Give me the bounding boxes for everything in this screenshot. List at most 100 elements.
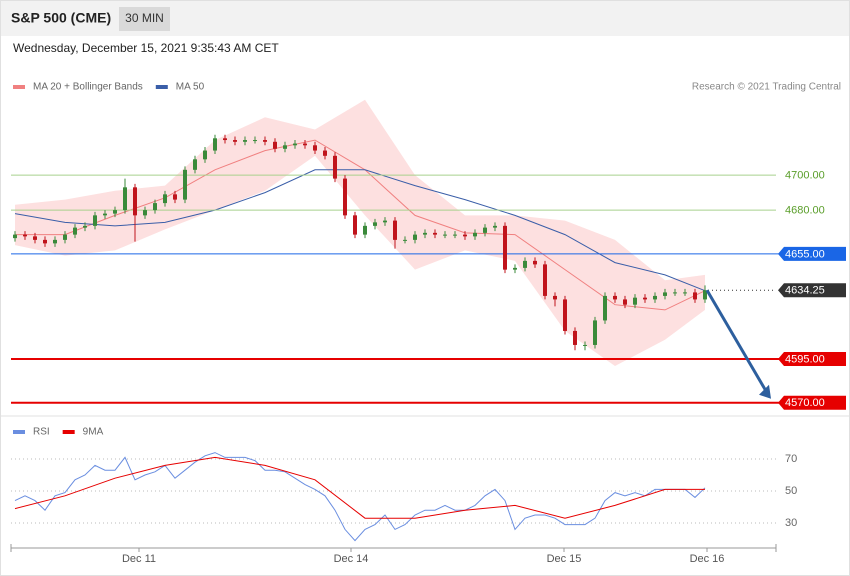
interval[interactable]: 30 MIN: [125, 11, 164, 25]
candle-body: [373, 222, 377, 226]
candle-body: [183, 169, 187, 200]
indicator-line: [14, 456, 705, 519]
candle-body: [73, 227, 77, 235]
x-tick-label: Dec 11: [122, 553, 156, 565]
candle-body: [443, 234, 447, 236]
ma-line: [14, 169, 706, 292]
candle-body: [563, 299, 567, 331]
legend-swatch: [13, 430, 25, 434]
candle-body: [383, 220, 387, 223]
candle-body: [273, 141, 277, 149]
candle-body: [153, 203, 157, 211]
candle-body: [543, 264, 547, 296]
level-label: 4700.00: [785, 169, 825, 181]
candle-body: [33, 236, 37, 240]
candle-body: [313, 145, 317, 151]
candle-body: [573, 330, 577, 345]
legend-label: MA 50: [176, 82, 205, 93]
candle-body: [263, 140, 267, 142]
candle-body: [633, 297, 637, 305]
candle-body: [23, 234, 27, 237]
bollinger-band: [15, 99, 705, 367]
candle-body: [393, 220, 397, 240]
candle-body: [103, 213, 107, 216]
legend-swatch: [62, 430, 75, 434]
candle-body: [423, 232, 427, 235]
y-tick-label: 30: [785, 517, 797, 529]
candle-body: [453, 234, 457, 236]
candle-body: [13, 234, 17, 239]
candle-body: [473, 232, 477, 237]
candle-body: [213, 138, 217, 151]
timestamp: Wednesday, December 15, 2021 9:35:43 AM …: [13, 41, 279, 55]
candle-body: [613, 295, 617, 300]
candle-body: [463, 234, 467, 237]
indicator-line: [14, 452, 706, 542]
candle-body: [343, 178, 347, 216]
candle-body: [93, 215, 97, 226]
candle-body: [583, 344, 587, 346]
level-label: 4680.00: [785, 205, 825, 217]
candle-body: [233, 140, 237, 142]
candle-body: [83, 225, 87, 228]
candle-body: [303, 143, 307, 146]
candle-body: [663, 292, 667, 296]
candle-body: [363, 225, 367, 235]
candle-body: [163, 194, 167, 204]
interval-tag[interactable]: [119, 7, 170, 31]
candle-body: [483, 227, 487, 233]
level-label: 4655.00: [785, 248, 825, 260]
level-label-box: [778, 246, 846, 261]
candle-body: [193, 159, 197, 170]
credit: Research © 2021 Trading Central: [692, 82, 841, 93]
candle-body: [593, 320, 597, 345]
forecast-arrowhead: [759, 384, 771, 399]
x-tick-label: Dec 14: [334, 553, 369, 565]
candle-body: [293, 143, 297, 146]
candle-body: [523, 260, 527, 268]
candle-body: [493, 225, 497, 228]
candle-body: [173, 194, 177, 200]
level-label-box: [778, 351, 846, 366]
x-tick-label: Dec 15: [547, 553, 582, 565]
level-label: 4595.00: [785, 353, 825, 365]
candle-body: [223, 138, 227, 141]
candle-body: [253, 140, 257, 142]
candle-body: [673, 292, 677, 294]
candle-body: [703, 290, 707, 300]
y-tick-label: 70: [785, 453, 797, 465]
x-tick-label: Dec 16: [690, 553, 725, 565]
title: S&P 500 (CME): [11, 10, 111, 26]
candle-body: [123, 187, 127, 211]
candle-body: [353, 215, 357, 235]
legend-swatch: [155, 85, 168, 89]
candle-body: [333, 155, 337, 179]
candle-body: [63, 234, 67, 240]
candle-body: [133, 187, 137, 216]
candle-body: [503, 225, 507, 270]
candle-body: [553, 295, 557, 300]
candle-body: [693, 292, 697, 300]
candle-body: [243, 140, 247, 142]
candle-body: [533, 260, 537, 265]
candle-body: [433, 232, 437, 235]
candle-body: [403, 239, 407, 241]
legend-swatch: [13, 85, 25, 89]
candle-body: [203, 150, 207, 160]
candle-body: [643, 297, 647, 300]
candle-body: [683, 292, 687, 294]
last-price-label: 4634.25: [785, 285, 825, 297]
candle-body: [283, 145, 287, 149]
candle-body: [323, 150, 327, 156]
level-label-box: [778, 395, 846, 410]
candle-body: [43, 239, 47, 244]
candle-body: [653, 295, 657, 300]
candle-body: [113, 210, 117, 214]
candle-body: [513, 267, 517, 270]
candle-body: [53, 239, 57, 244]
candle-body: [413, 234, 417, 240]
level-label: 4570.00: [785, 397, 825, 409]
legend-label: 9MA: [83, 427, 104, 438]
